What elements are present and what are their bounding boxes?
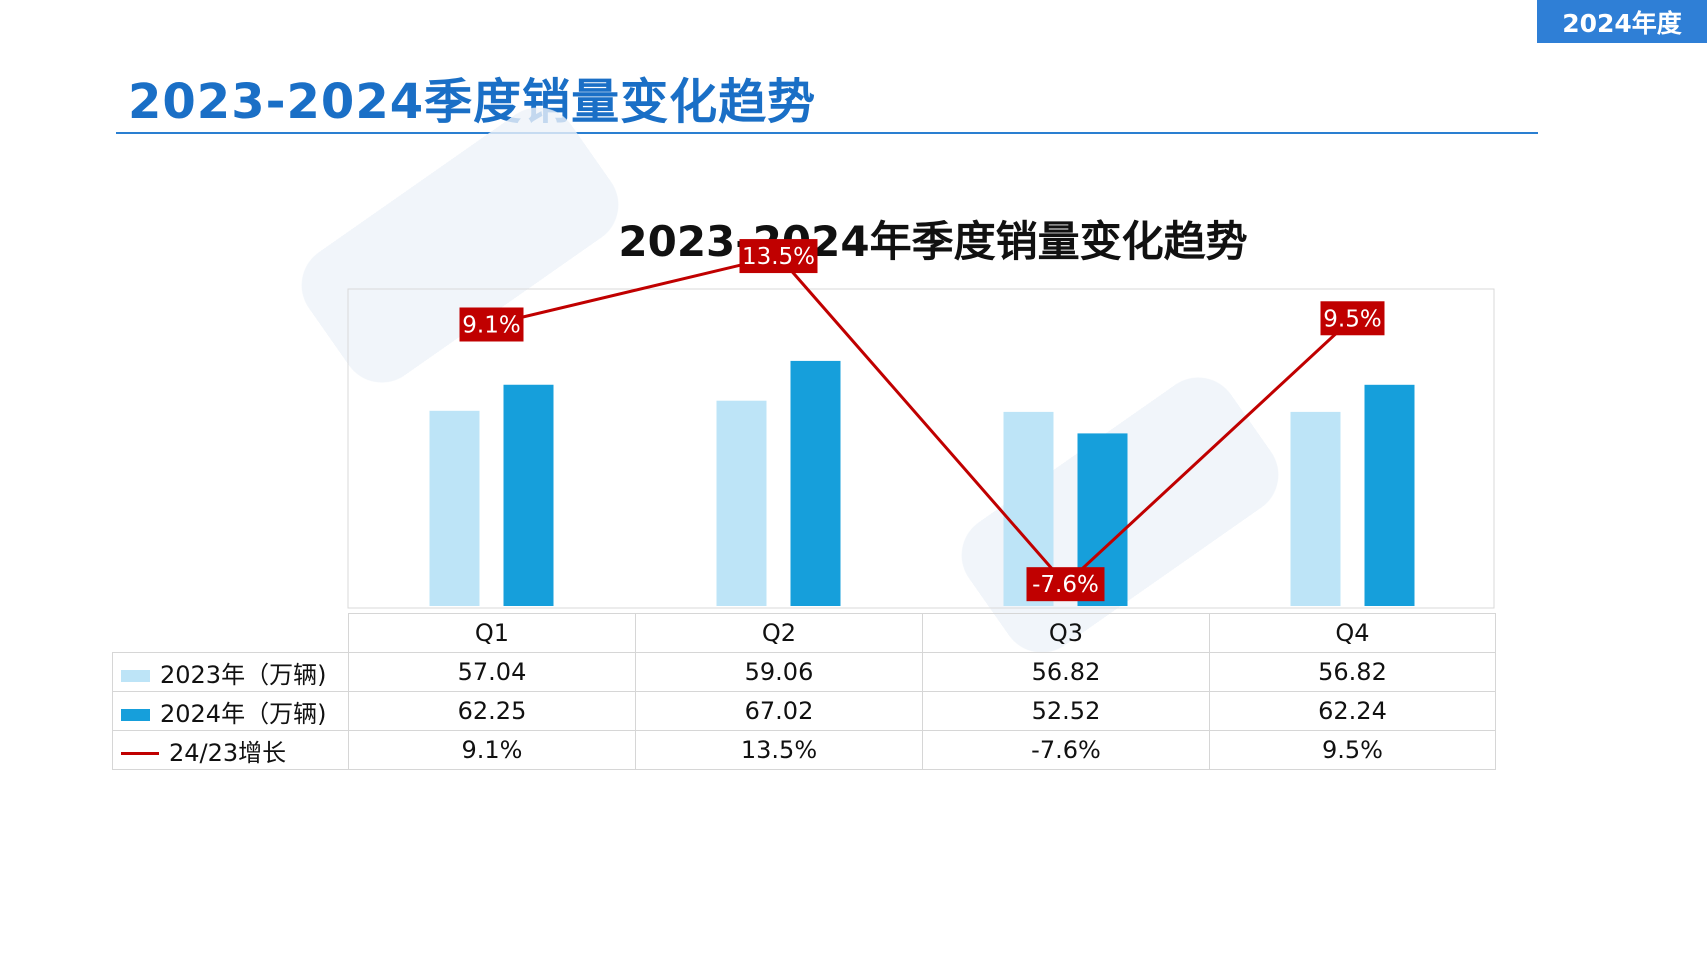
- cell-growth-q4: 9.5%: [1209, 730, 1496, 770]
- table-row-2023: 2023年（万辆) 57.04 59.06 56.82 56.82: [112, 652, 1496, 692]
- legend-swatch-growth: [121, 752, 159, 755]
- growth-data-label-q4: 9.5%: [1320, 301, 1385, 336]
- cell-2023-q4: 56.82: [1209, 652, 1496, 692]
- legend-label-growth: 24/23增长: [169, 738, 287, 767]
- svg-text:13.5%: 13.5%: [742, 244, 815, 270]
- chart-title: 2023-2024年季度销量变化趋势: [618, 217, 1248, 266]
- cell-2024-q2: 67.02: [635, 691, 923, 731]
- cell-growth-q2: 13.5%: [635, 730, 923, 770]
- legend-label-2023: 2023年（万辆): [160, 660, 327, 689]
- svg-text:-7.6%: -7.6%: [1032, 572, 1099, 598]
- cell-2024-q3: 52.52: [922, 691, 1210, 731]
- legend-swatch-2023: [121, 669, 150, 682]
- cell-growth-q1: 9.1%: [348, 730, 636, 770]
- growth-data-label-q1: 9.1%: [459, 307, 524, 342]
- bar-2024-q4: [1364, 384, 1415, 606]
- cell-growth-q3: -7.6%: [922, 730, 1210, 770]
- title-divider: [116, 132, 1538, 134]
- growth-data-label-q2: 13.5%: [739, 239, 818, 274]
- table-header-row: Q1 Q2 Q3 Q4: [112, 613, 1496, 653]
- bar-2023-q2: [716, 400, 767, 606]
- tick-label-q3: Q3: [922, 613, 1210, 653]
- legend-label-2024: 2024年（万辆): [160, 699, 327, 728]
- legend-entry-2023: 2023年（万辆): [112, 652, 349, 692]
- plot-area-frame: [347, 288, 1495, 609]
- tick-label-q4: Q4: [1209, 613, 1496, 653]
- svg-text:9.5%: 9.5%: [1323, 306, 1381, 332]
- bar-2023-q4: [1290, 411, 1341, 606]
- svg-text:9.1%: 9.1%: [462, 312, 520, 338]
- bar-2023-q1: [429, 410, 480, 606]
- cell-2023-q3: 56.82: [922, 652, 1210, 692]
- bar-2024-q2: [790, 360, 841, 606]
- growth-data-label-q3: -7.6%: [1026, 567, 1105, 602]
- cell-2023-q2: 59.06: [635, 652, 923, 692]
- table-corner: [112, 613, 349, 653]
- tick-label-q2: Q2: [635, 613, 923, 653]
- legend-swatch-2024: [121, 708, 150, 721]
- legend-entry-growth: 24/23增长: [112, 730, 349, 770]
- tick-label-q1: Q1: [348, 613, 636, 653]
- data-table: Q1 Q2 Q3 Q4 2023年（万辆) 57.04 59.06 56.82 …: [112, 613, 1496, 770]
- year-badge: 2024年度: [1537, 0, 1707, 43]
- legend-entry-2024: 2024年（万辆): [112, 691, 349, 731]
- page-title: 2023-2024季度销量变化趋势: [128, 74, 817, 130]
- table-row-2024: 2024年（万辆) 62.25 67.02 52.52 62.24: [112, 691, 1496, 731]
- cell-2024-q4: 62.24: [1209, 691, 1496, 731]
- cell-2023-q1: 57.04: [348, 652, 636, 692]
- cell-2024-q1: 62.25: [348, 691, 636, 731]
- table-row-growth: 24/23增长 9.1% 13.5% -7.6% 9.5%: [112, 730, 1496, 770]
- growth-line: [491, 254, 1354, 587]
- bar-2024-q1: [503, 384, 554, 606]
